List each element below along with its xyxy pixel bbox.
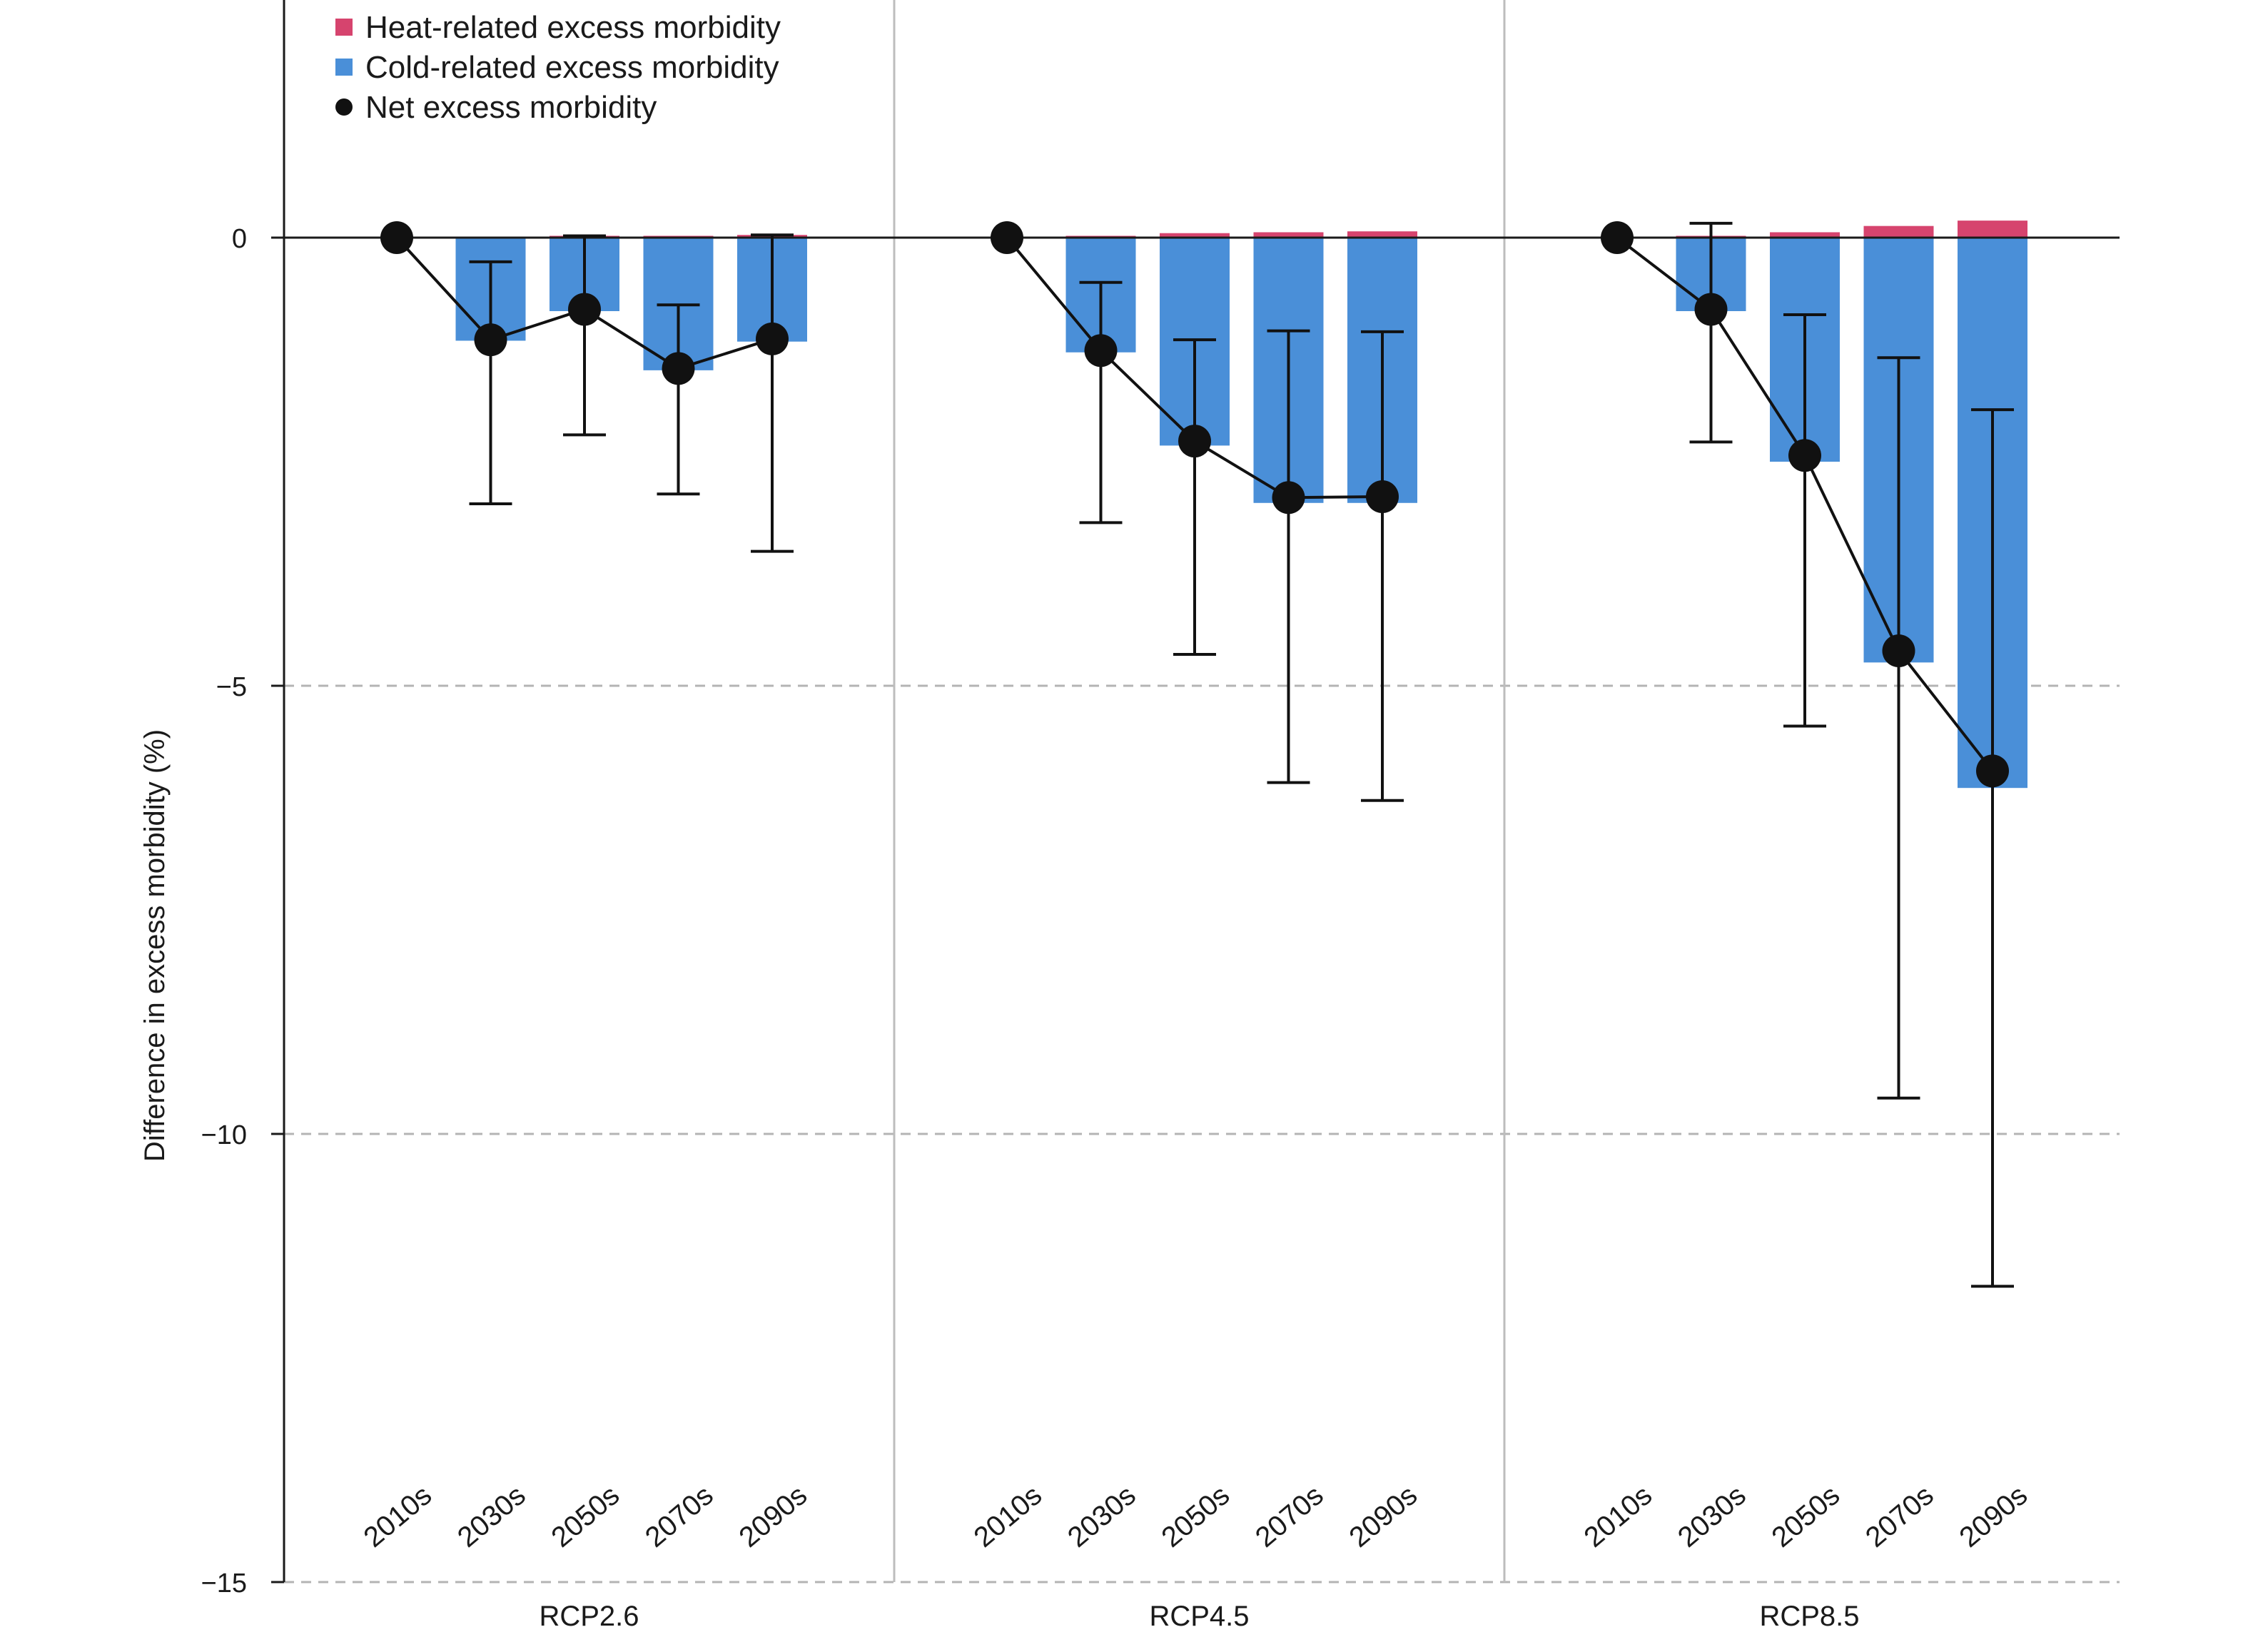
bar-heat xyxy=(1253,232,1324,238)
category-label: 2070s xyxy=(639,1479,719,1554)
net-series-layer xyxy=(380,221,2009,788)
y-axis-title: Difference in excess morbidity (%) xyxy=(139,729,171,1162)
bar-heat xyxy=(1160,233,1230,238)
y-tick-label: −5 xyxy=(216,672,247,702)
category-label: 2090s xyxy=(734,1479,814,1554)
net-point xyxy=(380,221,413,254)
panel-label: RCP8.5 xyxy=(1759,1601,1859,1632)
category-label: 2090s xyxy=(1954,1479,2034,1554)
error-bars-layer xyxy=(469,221,2014,1288)
net-point xyxy=(474,323,507,357)
category-label: 2030s xyxy=(1672,1479,1752,1554)
legend-swatch-net xyxy=(335,98,353,116)
category-label: 2010s xyxy=(1579,1479,1659,1554)
category-label: 2050s xyxy=(546,1479,626,1554)
category-label: 2090s xyxy=(1344,1479,1424,1554)
net-point xyxy=(1178,425,1211,458)
legend-label-net: Net excess morbidity xyxy=(365,90,657,125)
net-point xyxy=(756,322,789,355)
bar-heat xyxy=(1863,225,1934,238)
bar-heat xyxy=(1958,221,2027,238)
net-point xyxy=(1084,334,1118,368)
net-point xyxy=(1272,481,1305,515)
y-tick-label: −10 xyxy=(201,1120,247,1150)
legend-label-heat: Heat-related excess morbidity xyxy=(365,10,781,45)
bar-heat xyxy=(1770,232,1840,238)
category-label: 2050s xyxy=(1766,1479,1846,1554)
legend-swatch-heat xyxy=(335,19,353,36)
panel-label: RCP2.6 xyxy=(539,1601,639,1632)
net-point xyxy=(1601,221,1634,254)
net-point xyxy=(1788,439,1821,472)
panel-label: RCP4.5 xyxy=(1149,1601,1249,1632)
legend-label-cold: Cold-related excess morbidity xyxy=(365,50,779,85)
y-tick-label: −15 xyxy=(201,1569,247,1598)
net-point xyxy=(1882,634,1915,668)
y-tick-label: 0 xyxy=(232,224,247,254)
net-point xyxy=(991,221,1023,254)
bar-heat xyxy=(1347,231,1417,238)
net-point xyxy=(662,352,695,385)
net-point xyxy=(1976,754,2009,788)
category-label: 2010s xyxy=(968,1479,1048,1554)
grid-layer xyxy=(284,684,2120,1583)
category-label: 2030s xyxy=(452,1479,532,1554)
legend: Heat-related excess morbidity Cold-relate… xyxy=(335,10,781,125)
panel-dividers xyxy=(893,0,1506,1582)
category-label: 2070s xyxy=(1860,1479,1940,1554)
category-label: 2070s xyxy=(1250,1479,1330,1554)
net-point xyxy=(568,293,601,326)
legend-swatch-cold xyxy=(335,59,353,76)
category-label: 2030s xyxy=(1062,1479,1142,1554)
category-label: 2050s xyxy=(1156,1479,1236,1554)
category-label: 2010s xyxy=(358,1479,438,1554)
net-point xyxy=(1366,480,1399,513)
net-point xyxy=(1694,293,1728,326)
axes-layer: 0 −5 −10 −15 Difference in excess morbidity … xyxy=(139,0,2120,1598)
